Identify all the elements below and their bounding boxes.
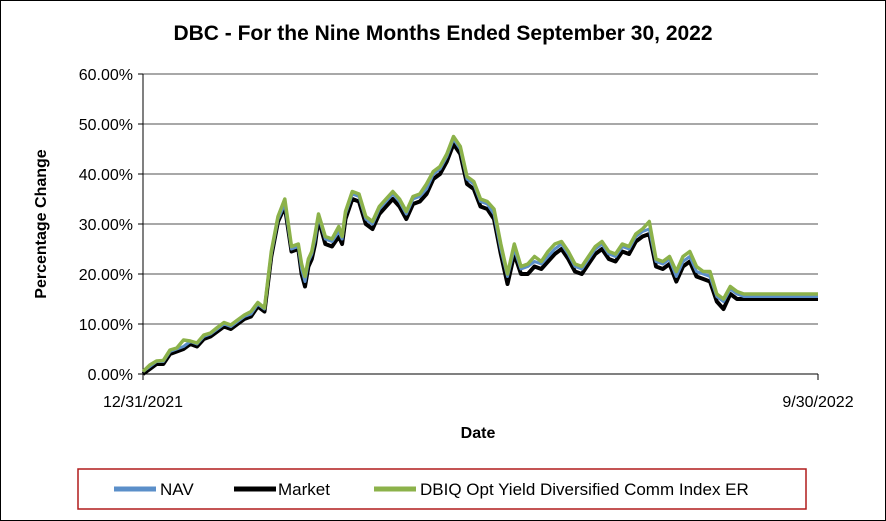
y-tick-label: 40.00% — [79, 167, 133, 184]
y-tick-label: 30.00% — [79, 217, 133, 234]
y-tick-label: 50.00% — [79, 117, 133, 134]
x-tick-labels: 12/31/2021 9/30/2022 — [103, 374, 854, 411]
y-tick-label: 10.00% — [79, 317, 133, 334]
x-axis-title: Date — [461, 425, 496, 442]
series-line-dbiq-opt-yield-diversified-comm-index-er — [141, 134, 818, 373]
legend-label-market: Market — [278, 480, 330, 499]
legend-label-index: DBIQ Opt Yield Diversified Comm Index ER — [420, 480, 749, 499]
legend-item-index: DBIQ Opt Yield Diversified Comm Index ER — [374, 480, 749, 499]
y-tick-label: 60.00% — [79, 67, 133, 84]
y-tick-label: 0.00% — [88, 367, 133, 384]
legend-label-nav: NAV — [160, 480, 194, 499]
legend-box — [77, 468, 807, 510]
legend-item-nav: NAV — [114, 480, 194, 499]
x-tick-label: 12/31/2021 — [103, 394, 183, 411]
y-axis-title: Percentage Change — [33, 149, 50, 298]
series-line-market — [141, 142, 818, 376]
y-tick-labels: 0.00% 10.00% 20.00% 30.00% 40.00% 50.00% 60.00… — [79, 67, 143, 384]
y-tick-label: 20.00% — [79, 267, 133, 284]
series-lines — [141, 134, 818, 376]
x-tick-label: 9/30/2022 — [782, 394, 853, 411]
legend-item-market: Market — [234, 480, 330, 499]
chart-title: DBC - For the Nine Months Ended Septembe… — [173, 22, 712, 45]
